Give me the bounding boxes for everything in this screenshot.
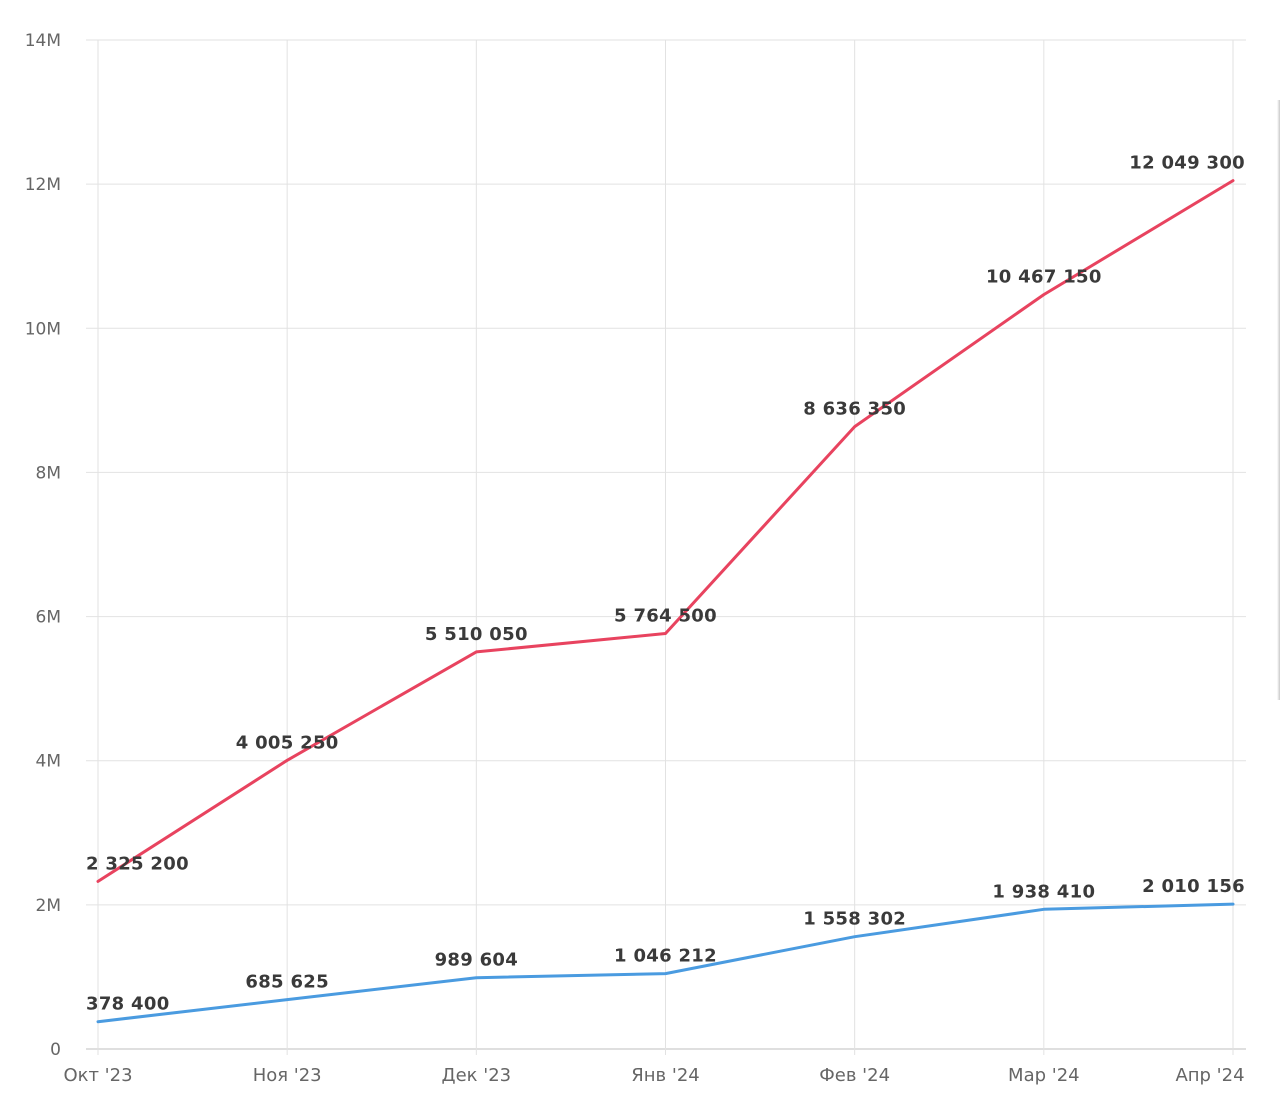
series-line-2	[96, 902, 1235, 1024]
data-label: 5 764 500	[614, 606, 717, 627]
y-tick-label: 0	[50, 1040, 61, 1060]
data-label: 685 625	[245, 972, 329, 993]
y-tick-label: 2M	[36, 896, 61, 916]
edge-shadow	[1277, 100, 1280, 700]
data-label: 10 467 150	[986, 267, 1102, 288]
data-label: 1 558 302	[803, 909, 906, 930]
y-tick-label: 8M	[36, 463, 61, 483]
data-label: 1 938 410	[992, 881, 1095, 902]
x-tick-label: Ноя '23	[253, 1065, 322, 1086]
series-line-1	[96, 179, 1235, 883]
x-tick-label: Мар '24	[1008, 1065, 1080, 1086]
x-tick-label: Фев '24	[819, 1065, 890, 1086]
series-lines	[96, 179, 1235, 1024]
data-label: 2 325 200	[86, 853, 189, 874]
y-tick-label: 4M	[36, 752, 61, 772]
data-labels: 2 325 200 4 005 250 5 510 050 5 764 500 8 63…	[86, 153, 1245, 1015]
x-tick-label: Апр '24	[1175, 1065, 1244, 1086]
data-label: 1 046 212	[614, 946, 717, 967]
data-label: 12 049 300	[1129, 153, 1245, 174]
data-label: 378 400	[86, 994, 170, 1015]
data-label: 2 010 156	[1142, 876, 1245, 897]
data-label: 989 604	[435, 950, 519, 971]
y-tick-label: 10M	[25, 319, 61, 339]
y-tick-label: 14M	[25, 31, 61, 51]
x-tick-label: Окт '23	[63, 1065, 132, 1086]
x-gridlines	[97, 40, 1234, 1055]
x-axis-tick-labels: Окт '23 Ноя '23 Дек '23 Янв '24 Фев '24 Мар '…	[63, 1065, 1244, 1086]
x-tick-label: Дек '23	[442, 1065, 512, 1086]
data-label: 8 636 350	[803, 399, 906, 420]
data-label: 4 005 250	[236, 732, 339, 753]
y-tick-label: 12M	[25, 175, 61, 195]
y-axis-tick-labels: 0 2M 4M 6M 8M 10M 12M 14M	[25, 31, 61, 1060]
x-tick-label: Янв '24	[631, 1065, 699, 1086]
y-tick-label: 6M	[36, 608, 61, 628]
data-label: 5 510 050	[425, 624, 528, 645]
